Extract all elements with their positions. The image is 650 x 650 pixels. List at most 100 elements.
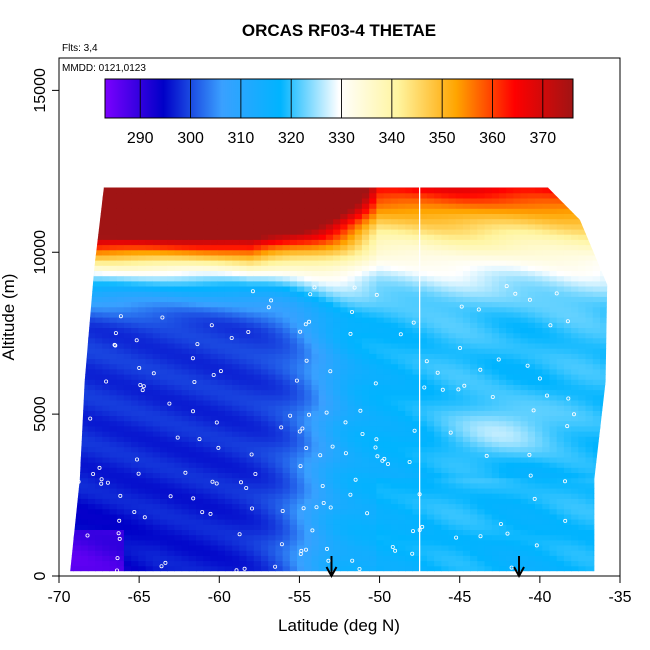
field-cell xyxy=(188,431,197,437)
field-cell xyxy=(513,431,522,437)
field-cell xyxy=(477,493,486,499)
field-cell xyxy=(246,187,255,194)
field-cell xyxy=(448,513,457,520)
field-cell xyxy=(95,342,103,349)
field-cell xyxy=(383,353,392,360)
field-cell xyxy=(484,239,493,246)
field-cell xyxy=(138,306,147,313)
field-cell xyxy=(434,187,442,194)
field-cell xyxy=(239,223,248,230)
field-cell xyxy=(462,431,471,437)
field-cell xyxy=(282,487,291,494)
field-cell xyxy=(138,519,147,525)
field-cell xyxy=(181,208,190,214)
field-cell xyxy=(354,513,363,520)
field-cell xyxy=(455,498,464,505)
field-cell xyxy=(145,327,154,334)
field-cell xyxy=(419,482,428,489)
field-cell xyxy=(426,197,435,204)
field-cell xyxy=(95,544,103,551)
field-cell xyxy=(340,270,349,277)
field-cell xyxy=(131,265,139,271)
field-cell xyxy=(70,379,74,385)
field-cell xyxy=(246,296,255,303)
field-cell xyxy=(477,555,486,562)
field-cell xyxy=(152,482,161,489)
field-cell xyxy=(174,177,182,183)
field-cell xyxy=(275,384,284,391)
field-cell xyxy=(73,265,82,271)
field-cell xyxy=(181,493,190,499)
field-cell xyxy=(131,529,139,536)
field-cell xyxy=(333,280,341,287)
field-cell xyxy=(210,213,219,220)
field-cell xyxy=(383,436,392,442)
field-cell xyxy=(268,285,276,292)
field-cell xyxy=(325,379,334,385)
field-cell xyxy=(304,203,312,209)
field-cell xyxy=(441,187,450,194)
field-cell xyxy=(477,342,486,349)
field-cell xyxy=(470,192,478,199)
field-cell xyxy=(174,254,183,261)
field-cell xyxy=(203,203,212,209)
field-cell xyxy=(167,228,175,235)
field-cell xyxy=(304,177,312,183)
field-cell xyxy=(318,477,327,484)
field-cell xyxy=(239,311,248,318)
field-cell xyxy=(361,275,370,282)
field-cell xyxy=(160,493,168,499)
field-cell xyxy=(369,234,377,240)
field-cell xyxy=(412,368,421,375)
field-cell xyxy=(218,177,226,183)
field-cell xyxy=(354,291,363,297)
field-cell xyxy=(261,451,269,458)
field-cell xyxy=(203,353,212,360)
field-cell xyxy=(59,224,67,230)
field-cell xyxy=(253,260,262,266)
field-cell xyxy=(426,399,435,406)
field-cell xyxy=(246,410,255,416)
field-cell xyxy=(246,280,255,287)
field-cell xyxy=(426,534,435,541)
field-cell xyxy=(499,311,507,318)
field-cell xyxy=(102,441,111,448)
field-cell xyxy=(181,249,190,256)
field-cell xyxy=(167,337,175,344)
field-cell xyxy=(449,177,457,183)
field-cell xyxy=(261,384,269,391)
field-cell xyxy=(203,529,212,536)
field-cell xyxy=(441,342,450,349)
field-cell xyxy=(102,425,111,432)
field-cell xyxy=(123,270,132,277)
field-cell xyxy=(369,358,377,365)
field-cell xyxy=(174,301,183,308)
field-cell xyxy=(109,285,118,292)
field-cell xyxy=(138,482,147,489)
field-cell xyxy=(275,513,284,520)
field-cell xyxy=(491,192,500,199)
field-cell xyxy=(80,348,89,354)
field-cell xyxy=(405,441,413,448)
field-cell xyxy=(289,436,298,442)
field-cell xyxy=(80,441,89,448)
field-cell xyxy=(462,322,471,328)
field-cell xyxy=(275,197,284,204)
field-cell xyxy=(491,342,500,349)
field-cell xyxy=(80,462,89,468)
field-cell xyxy=(224,223,233,230)
field-cell xyxy=(354,296,363,303)
field-cell xyxy=(109,192,118,199)
field-cell xyxy=(311,327,320,334)
field-cell xyxy=(123,508,132,515)
field-cell xyxy=(210,477,219,484)
field-cell xyxy=(311,534,320,541)
field-cell xyxy=(87,399,96,406)
field-cell xyxy=(131,498,139,505)
field-cell xyxy=(102,415,111,422)
field-cell xyxy=(513,197,522,204)
field-cell xyxy=(354,374,363,380)
field-cell xyxy=(325,244,334,251)
field-cell xyxy=(333,477,341,484)
field-cell xyxy=(188,374,197,380)
